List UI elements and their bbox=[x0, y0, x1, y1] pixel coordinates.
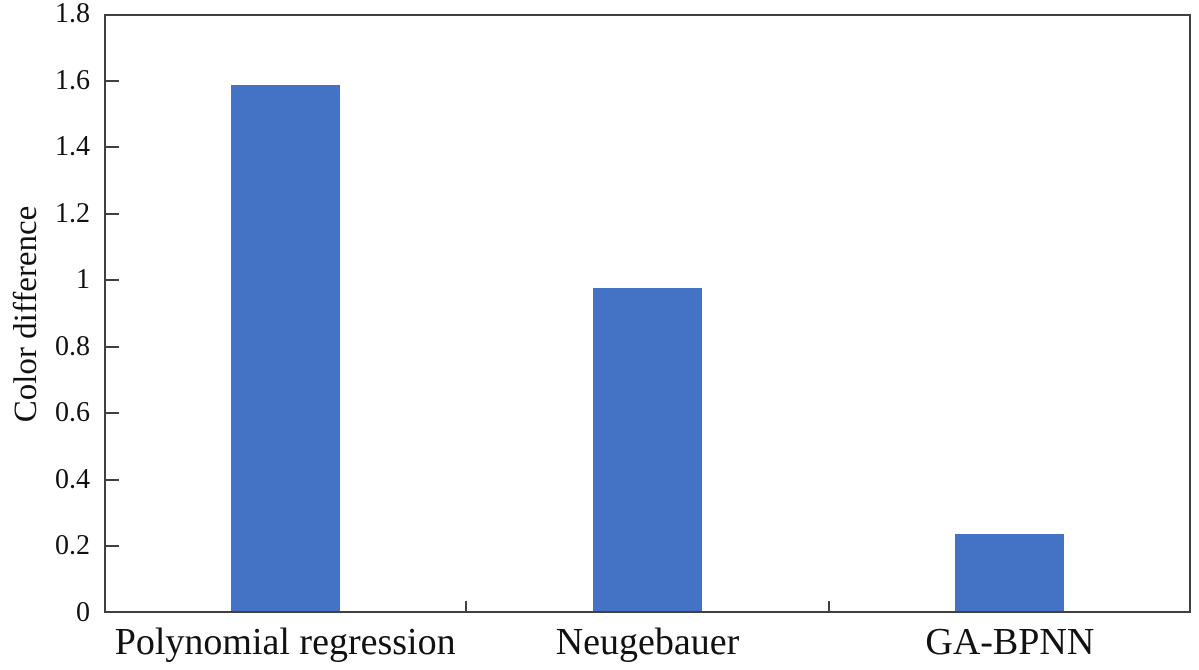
y-tick-label: 1.4 bbox=[55, 131, 90, 163]
y-tick-label: 0.6 bbox=[55, 397, 90, 429]
y-tick-mark bbox=[106, 545, 119, 548]
bar bbox=[955, 534, 1065, 611]
y-axis-label: Color difference bbox=[8, 205, 44, 422]
bar bbox=[230, 85, 340, 611]
y-tick-label: 0.4 bbox=[55, 463, 90, 495]
y-tick-label: 1 bbox=[76, 264, 90, 296]
y-tick-label: 1.8 bbox=[55, 0, 90, 29]
y-tick-mark bbox=[106, 478, 119, 481]
x-tick-mark bbox=[465, 601, 468, 611]
x-category-label: GA-BPNN bbox=[925, 621, 1095, 663]
y-tick-label: 0.2 bbox=[55, 530, 90, 562]
y-tick-mark bbox=[106, 146, 119, 149]
x-tick-mark bbox=[827, 601, 830, 611]
y-tick-mark bbox=[106, 79, 119, 82]
y-tick-label: 1.6 bbox=[55, 64, 90, 96]
bar bbox=[593, 288, 702, 611]
y-tick-mark bbox=[106, 345, 119, 348]
y-tick-mark bbox=[106, 212, 119, 215]
y-tick-label: 1.2 bbox=[55, 197, 90, 229]
x-category-label: Polynomial regression bbox=[114, 621, 456, 663]
x-category-label: Neugebauer bbox=[555, 621, 740, 663]
y-tick-label: 0 bbox=[76, 597, 90, 628]
y-tick-mark bbox=[106, 412, 119, 415]
y-tick-label: 0.8 bbox=[55, 330, 90, 362]
y-tick-mark bbox=[106, 279, 119, 282]
